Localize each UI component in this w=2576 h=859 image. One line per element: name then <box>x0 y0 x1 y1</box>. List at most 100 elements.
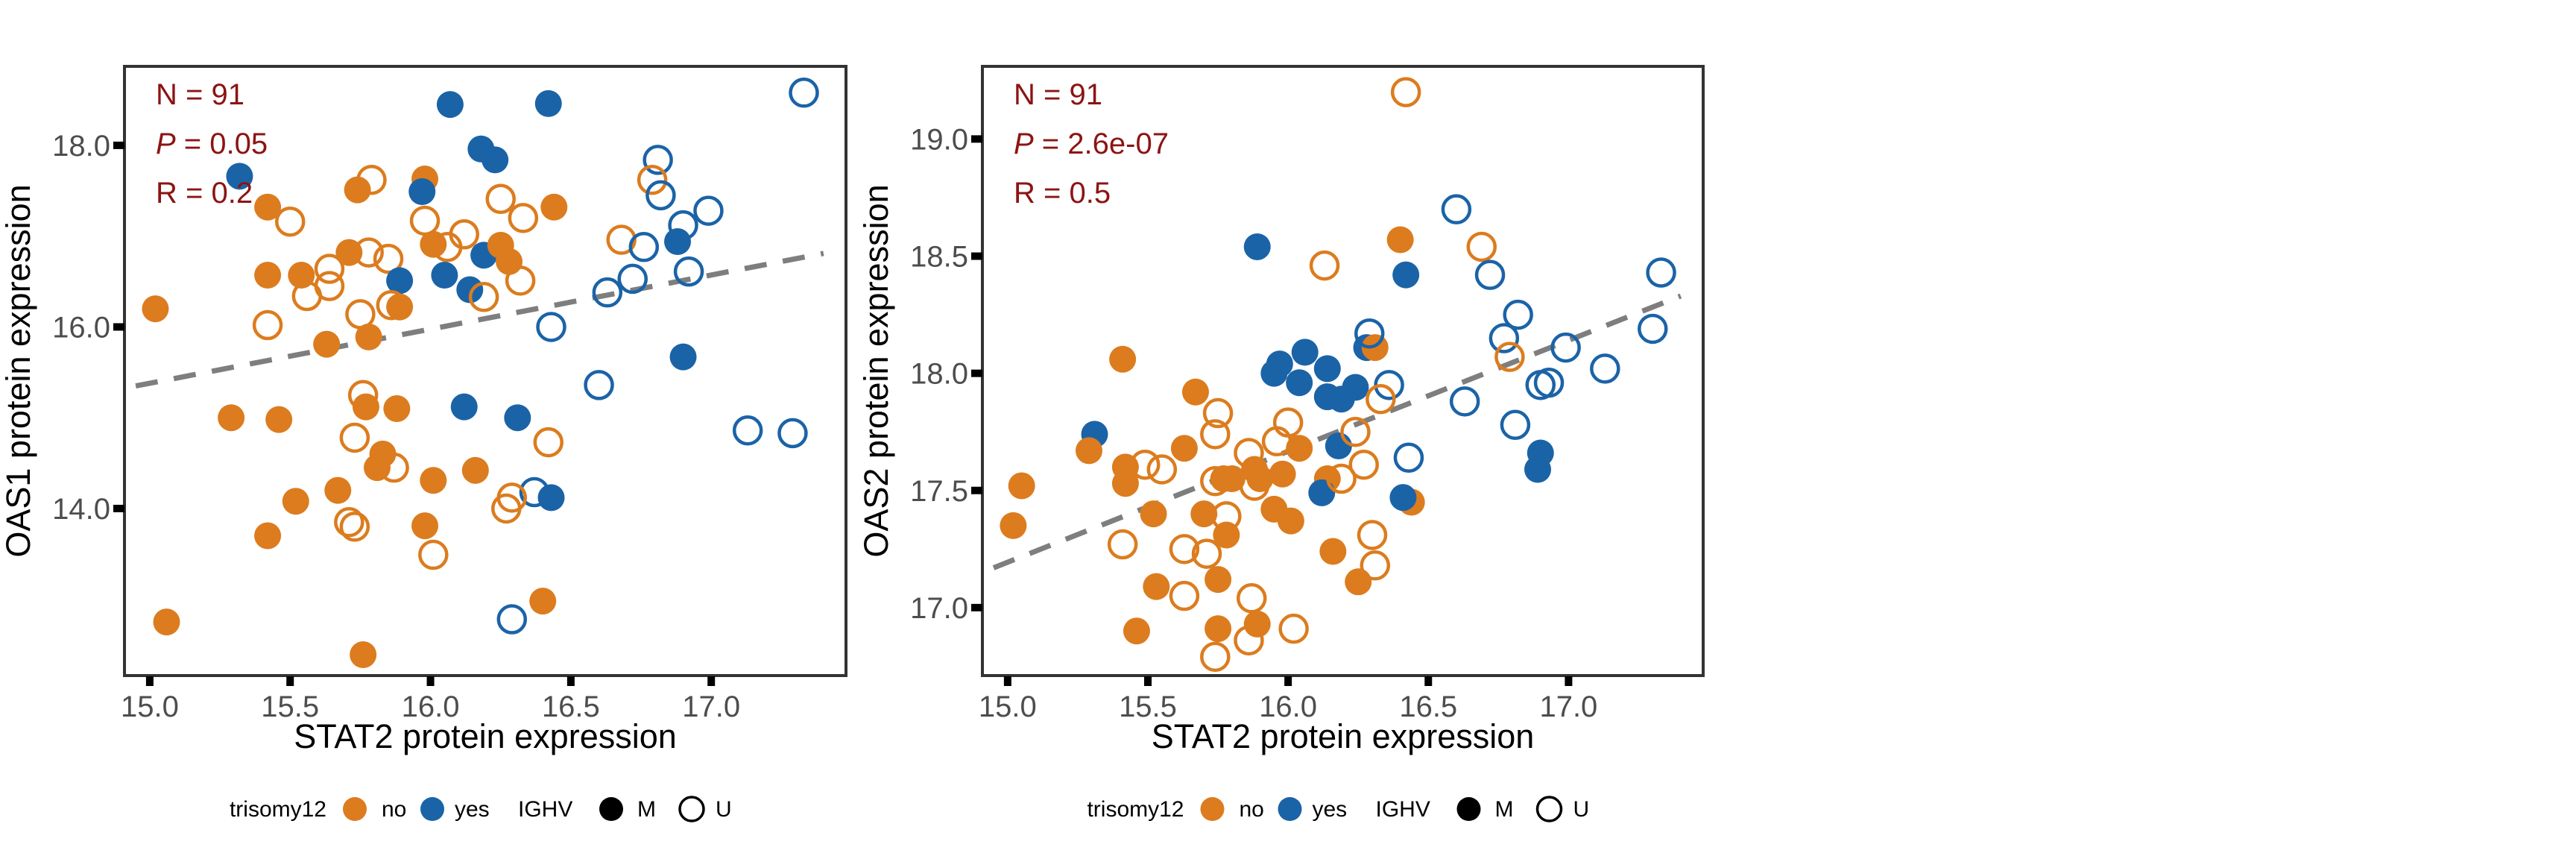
data-point <box>482 146 509 174</box>
data-point <box>350 641 377 668</box>
data-point <box>1291 339 1319 366</box>
scatter-panel-oas2: 15.0 15.5 16.0 16.5 17.0 17.0 17.5 18.0 18.5 19.0… <box>857 65 1705 755</box>
data-point <box>1325 432 1352 460</box>
data-point <box>1389 484 1417 512</box>
y-tick-mark <box>971 135 982 143</box>
data-point <box>1466 231 1497 262</box>
data-point <box>1143 573 1170 600</box>
data-point <box>529 588 557 615</box>
data-point <box>436 91 464 119</box>
data-point <box>1243 610 1271 638</box>
data-point <box>490 493 522 524</box>
data-point <box>1360 550 1391 581</box>
x-tick-label: 15.5 <box>261 690 319 723</box>
x-tick-label: 15.5 <box>1119 690 1177 723</box>
data-point <box>1008 472 1035 500</box>
data-point <box>1345 568 1372 596</box>
legend-trisomy12-label: trisomy12 <box>1087 797 1184 822</box>
data-point <box>1449 386 1480 417</box>
data-point <box>1202 397 1234 429</box>
annotation-p: P = 2.6e-07 <box>1014 128 1169 160</box>
legend-ighv-label: IGHV <box>1376 797 1430 822</box>
data-point <box>1000 512 1027 539</box>
data-point <box>1366 383 1396 415</box>
data-point <box>431 262 458 289</box>
data-point <box>1500 409 1531 441</box>
data-point <box>1200 419 1231 450</box>
data-point <box>628 232 660 262</box>
data-point <box>254 193 282 221</box>
data-point <box>352 393 379 421</box>
data-point <box>456 276 484 303</box>
data-point <box>383 395 411 423</box>
data-point <box>1170 435 1198 462</box>
data-point <box>1646 257 1676 288</box>
data-point <box>1146 454 1178 485</box>
data-point <box>1234 625 1264 656</box>
data-point <box>584 370 614 400</box>
data-point <box>420 467 447 494</box>
data-point <box>1392 261 1420 289</box>
data-point <box>508 203 539 233</box>
data-point <box>1386 226 1414 254</box>
legend-key-m-icon <box>1456 797 1481 821</box>
x-tick-label: 15.0 <box>979 690 1037 723</box>
data-point <box>265 406 293 433</box>
annotation-r: R = 0.5 <box>1014 177 1111 210</box>
data-point <box>1218 465 1246 493</box>
data-point <box>1354 318 1385 349</box>
data-point <box>1393 442 1424 473</box>
y-tick-label: 19.0 <box>910 123 968 156</box>
data-point <box>1107 529 1138 560</box>
data-point <box>789 78 819 108</box>
data-point <box>226 163 253 190</box>
data-point <box>468 282 499 312</box>
x-axis-title: STAT2 protein expression <box>294 717 677 755</box>
data-point <box>496 604 528 635</box>
data-point <box>537 484 565 512</box>
x-tick-label: 16.5 <box>1399 690 1457 723</box>
data-point <box>1328 386 1355 413</box>
data-point <box>1340 416 1371 447</box>
data-point <box>1236 583 1267 614</box>
data-point <box>1269 460 1296 488</box>
data-point <box>461 456 489 484</box>
x-tick-mark <box>1003 676 1011 686</box>
x-tick-mark <box>286 676 294 686</box>
data-point <box>1326 463 1357 494</box>
data-point <box>1123 617 1150 645</box>
legend: trisomy12 no yes IGHV M U <box>230 796 732 822</box>
annotation-p: P = 0.05 <box>156 128 268 160</box>
legend-m-label: M <box>637 797 656 822</box>
data-point <box>1503 299 1533 330</box>
y-tick-mark <box>971 252 982 260</box>
data-point <box>1357 520 1388 550</box>
legend-key-yes-icon <box>1278 797 1302 821</box>
annotation-n: N = 91 <box>156 78 244 111</box>
data-point <box>1205 566 1232 594</box>
data-point <box>1286 369 1313 397</box>
data-point <box>142 295 169 323</box>
data-point <box>1278 613 1309 644</box>
x-tick-label: 15.0 <box>121 690 179 723</box>
data-point <box>1524 456 1552 483</box>
data-point <box>1319 538 1347 565</box>
legend: trisomy12 no yes IGHV M U <box>1087 796 1589 822</box>
data-point <box>408 178 436 206</box>
data-point <box>1277 507 1304 535</box>
x-tick-label: 16.0 <box>1259 690 1317 723</box>
data-point <box>1590 353 1620 384</box>
data-point <box>645 180 676 211</box>
x-tick-label: 17.0 <box>682 690 740 723</box>
data-point <box>409 205 441 236</box>
data-point <box>777 418 808 449</box>
scatter-panel-oas1: 15.0 15.5 16.0 16.5 17.0 14.0 16.0 18.0 STAT2 pr… <box>0 65 847 755</box>
data-point <box>606 224 637 255</box>
data-point <box>1441 194 1472 224</box>
data-point <box>1246 465 1274 493</box>
data-point <box>536 312 566 342</box>
data-point <box>1313 355 1341 383</box>
x-tick-mark <box>1284 676 1292 686</box>
x-tick-mark <box>566 676 575 686</box>
